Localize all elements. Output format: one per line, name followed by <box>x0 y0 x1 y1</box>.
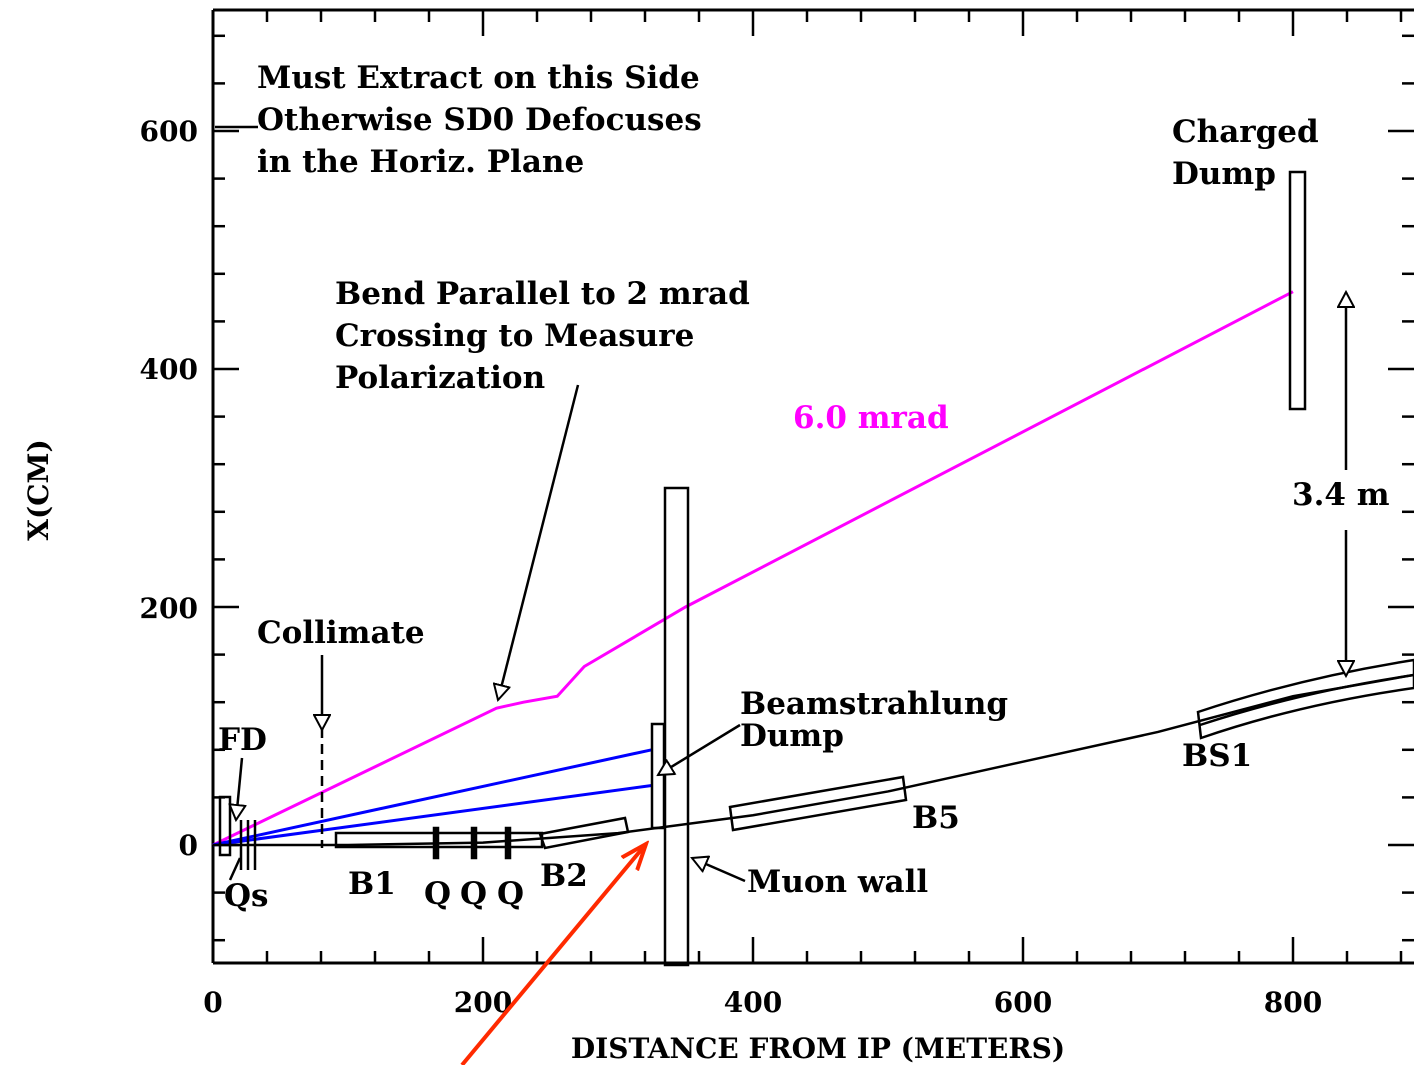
charged-dump-line-1: Charged <box>1172 114 1319 150</box>
muon-wall-label: Muon wall <box>747 864 928 900</box>
y-tick-600: 600 <box>140 115 198 148</box>
b2-magnet <box>538 816 630 850</box>
y-axis-label: X(CM) <box>22 439 55 541</box>
b1-label: B1 <box>348 866 396 902</box>
muon-arrow <box>692 858 746 883</box>
beamstrahlung-dump-block <box>650 722 666 830</box>
collimate-label: Collimate <box>257 615 425 651</box>
x-tick-0: 0 <box>203 986 222 1019</box>
note-line-2: Otherwise SD0 Defocuses <box>257 102 702 138</box>
bend-arrow <box>498 384 580 700</box>
x-tick-400: 400 <box>724 986 782 1019</box>
b5-magnet <box>728 775 908 832</box>
bs1-inner-line <box>1199 673 1414 727</box>
q3-label: Q <box>497 876 524 912</box>
fd-arrow <box>236 757 242 820</box>
y-tick-200: 200 <box>140 592 198 625</box>
beamline-elements <box>218 170 1414 967</box>
plot-frame <box>211 8 1414 965</box>
muon-wall <box>663 486 690 967</box>
x-tick-600: 600 <box>994 986 1052 1019</box>
span-label: 3.4 m <box>1292 477 1390 513</box>
y-tick-0: 0 <box>179 829 198 862</box>
beamstrahlung-arrow <box>658 723 741 775</box>
qs-label: Qs <box>224 878 268 914</box>
q-magnet-3 <box>504 826 512 860</box>
note-line-1: Must Extract on this Side <box>257 60 700 96</box>
red-pointer-arrow <box>460 844 646 1065</box>
charged-dump-line-2: Dump <box>1172 156 1276 192</box>
q2-label: Q <box>460 876 487 912</box>
note-line-3: in the Horiz. Plane <box>257 144 584 180</box>
b2-label: B2 <box>540 858 588 894</box>
bend-line-3: Polarization <box>335 360 545 396</box>
q-magnet-1 <box>432 826 440 860</box>
bs1-magnet <box>1196 658 1414 740</box>
y-tick-400: 400 <box>140 353 198 386</box>
x-axis-label: DISTANCE FROM IP (METERS) <box>571 1032 1065 1065</box>
beamstrahlung-line-1: Beamstrahlung <box>740 686 1008 722</box>
axis-ticks <box>211 10 1414 963</box>
beamstrahlung-line-2: Dump <box>740 718 844 754</box>
qs-arrow <box>228 857 242 881</box>
series-line-1 <box>212 290 1294 847</box>
series-line-2 <box>212 748 653 847</box>
q1-label: Q <box>424 876 451 912</box>
annotation-arrows <box>215 125 1346 883</box>
bend-line-1: Bend Parallel to 2 mrad <box>335 276 750 312</box>
bend-line-2: Crossing to Measure <box>335 318 694 354</box>
bs1-label: BS1 <box>1182 738 1252 774</box>
mrad-label: 6.0 mrad <box>793 400 949 436</box>
q-magnet-2 <box>470 826 478 860</box>
charged-dump <box>1288 170 1307 411</box>
fd-magnet <box>218 795 232 857</box>
series-line-3 <box>212 784 652 847</box>
x-tick-800: 800 <box>1264 986 1322 1019</box>
b5-label: B5 <box>912 800 960 836</box>
fd-label: FD <box>218 722 267 758</box>
